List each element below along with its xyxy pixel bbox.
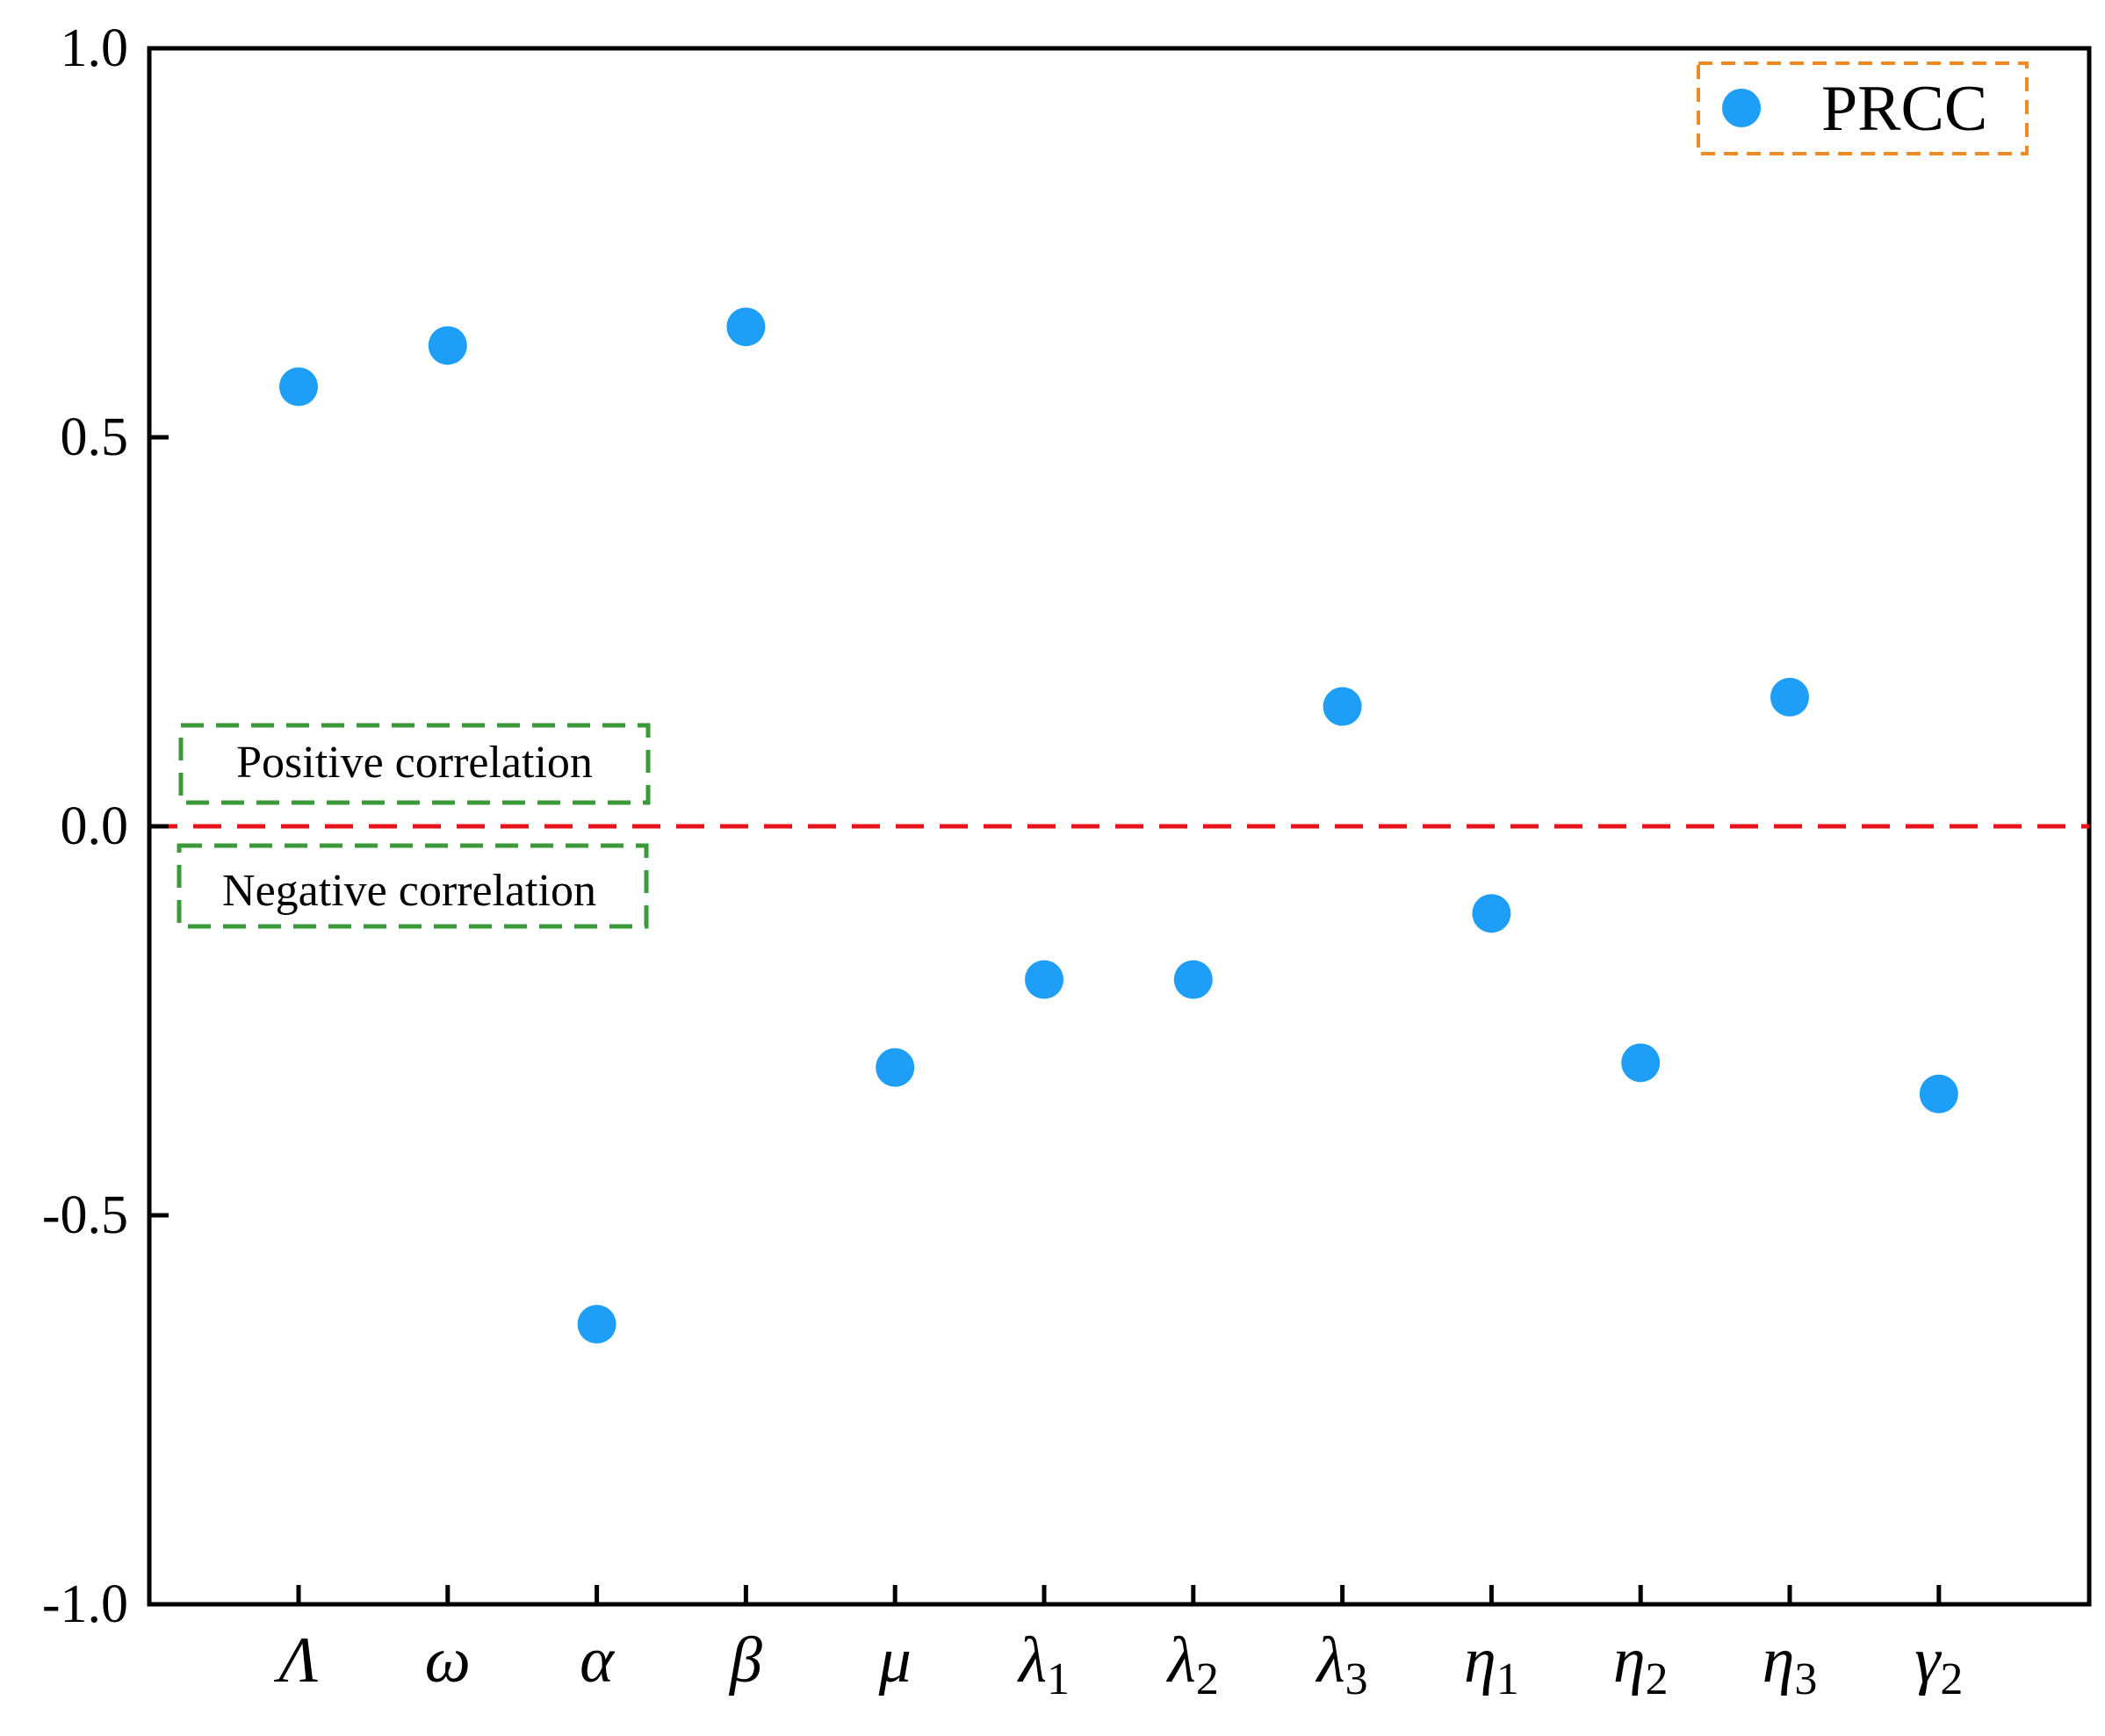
data-point <box>1621 1043 1661 1083</box>
y-tick-label: 0.5 <box>61 407 129 467</box>
negative-correlation-annotation: Negative correlation <box>177 843 649 929</box>
x-tick-label: Λ <box>274 1624 319 1696</box>
legend-label: PRCC <box>1821 73 1987 145</box>
data-point <box>577 1305 616 1344</box>
x-tick-label: γ2 <box>1914 1624 1963 1704</box>
data-point <box>1173 960 1213 999</box>
data-point <box>1472 894 1511 933</box>
x-tick-label: μ <box>878 1624 912 1696</box>
x-tick-label: λ3 <box>1316 1624 1368 1704</box>
negative-correlation-box <box>177 843 649 929</box>
data-point <box>876 1048 915 1087</box>
y-tick-label: 0.0 <box>61 796 129 856</box>
positive-correlation-box <box>178 723 651 805</box>
data-point <box>428 326 467 365</box>
x-tick-label: β <box>728 1624 762 1696</box>
data-point <box>279 367 318 407</box>
legend: PRCC <box>1697 61 2029 155</box>
y-axis: 1.0 0.5 0.0 -0.5 -1.0 <box>42 18 169 1634</box>
y-tick-label: -0.5 <box>42 1185 128 1245</box>
data-point <box>1770 677 1809 717</box>
legend-marker <box>1722 89 1761 127</box>
positive-correlation-label: Positive correlation <box>236 738 593 788</box>
negative-correlation-label: Negative correlation <box>222 866 596 916</box>
y-tick-label: 1.0 <box>61 18 129 78</box>
x-tick-label: η3 <box>1763 1624 1818 1704</box>
x-tick-label: α <box>580 1624 616 1696</box>
positive-correlation-annotation: Positive correlation <box>178 723 651 805</box>
x-tick-label: λ2 <box>1166 1624 1219 1704</box>
data-point <box>1323 687 1362 726</box>
y-tick-label: -1.0 <box>42 1574 128 1634</box>
legend-box <box>1697 61 2029 155</box>
x-tick-label: η1 <box>1464 1624 1519 1704</box>
data-point <box>1919 1074 1958 1113</box>
x-tick-label: λ1 <box>1017 1624 1070 1704</box>
x-tick-label: ω <box>425 1624 471 1696</box>
data-point <box>1025 960 1063 999</box>
data-point <box>726 307 766 347</box>
x-tick-label: η2 <box>1613 1624 1669 1704</box>
prcc-series <box>279 307 1958 1344</box>
